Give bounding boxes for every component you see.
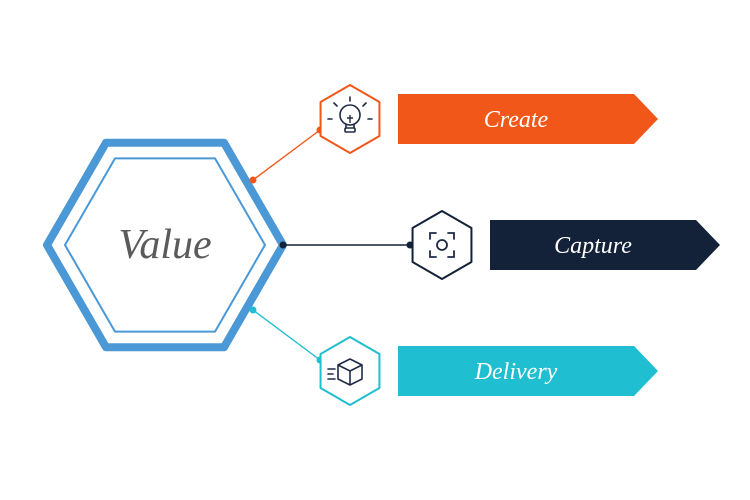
connector-dot: [250, 307, 257, 314]
banner-label: Capture: [554, 233, 632, 259]
banner-label: Delivery: [474, 359, 558, 385]
item-hexagon: [413, 211, 472, 279]
value-diagram: Value Create Capture Delivery: [0, 0, 750, 500]
connector-dot: [280, 242, 287, 249]
connector-dot: [250, 177, 257, 184]
center-label: Value: [118, 222, 211, 268]
banner-label: Create: [484, 107, 549, 133]
connector-line: [253, 130, 320, 180]
connector-line: [253, 310, 320, 360]
